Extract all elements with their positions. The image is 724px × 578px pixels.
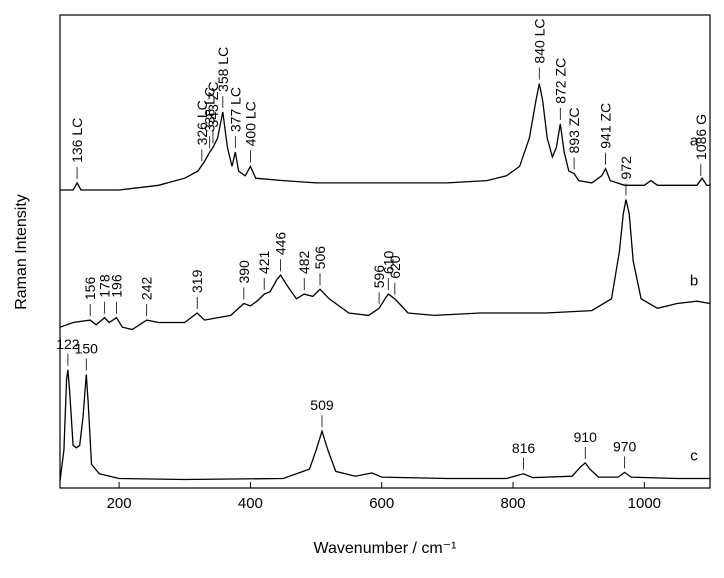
peak-label: 910 bbox=[574, 429, 598, 445]
peak-label: 596 bbox=[371, 265, 387, 289]
peak-label: 122 bbox=[56, 336, 80, 352]
peak-label: 326 LC bbox=[194, 100, 210, 145]
series-label: c bbox=[690, 448, 698, 465]
peak-label: 338 LC bbox=[202, 87, 218, 132]
spectrum-line bbox=[60, 83, 710, 191]
peak-label: 400 LC bbox=[242, 101, 258, 146]
peak-label: 390 bbox=[236, 260, 252, 284]
peak-label: 319 bbox=[189, 269, 205, 293]
peak-label: 941 ZC bbox=[598, 103, 614, 149]
peak-label: 1086 G bbox=[693, 114, 709, 160]
peak-label: 482 bbox=[296, 250, 312, 274]
peak-label: 242 bbox=[139, 277, 155, 301]
y-axis-label: Raman Intensity bbox=[13, 194, 30, 310]
peak-label: 446 bbox=[273, 232, 289, 256]
plot-frame bbox=[59, 14, 711, 489]
x-tick-label: 200 bbox=[107, 495, 132, 512]
spectrum-line bbox=[59, 369, 710, 481]
peak-label: 150 bbox=[75, 340, 99, 356]
peak-label: 178 bbox=[97, 274, 113, 298]
peak-label: 506 bbox=[312, 246, 328, 270]
peak-label: 196 bbox=[108, 274, 124, 298]
peak-label: 343 ZC bbox=[205, 82, 221, 128]
series-label: a bbox=[690, 132, 699, 149]
peak-label: 509 bbox=[310, 397, 334, 413]
peak-label: 136 LC bbox=[69, 118, 85, 163]
x-tick-label: 800 bbox=[501, 495, 526, 512]
peak-label: 620 bbox=[387, 255, 403, 279]
peak-label: 872 ZC bbox=[552, 58, 568, 104]
peak-label: 840 LC bbox=[531, 18, 547, 63]
peak-label: 358 LC bbox=[215, 47, 231, 92]
x-tick-label: 600 bbox=[369, 495, 394, 512]
peak-label: 377 LC bbox=[227, 87, 243, 132]
peak-label: 970 bbox=[613, 438, 637, 454]
spectrum-line bbox=[59, 199, 711, 331]
series-label: b bbox=[690, 273, 698, 290]
x-tick-label: 1000 bbox=[628, 495, 661, 512]
peak-label: 156 bbox=[82, 277, 98, 301]
peak-label: 421 bbox=[256, 250, 272, 274]
peak-label: 972 bbox=[618, 156, 634, 180]
x-axis-label: Wavenumber / cm⁻¹ bbox=[314, 540, 457, 557]
x-tick-label: 400 bbox=[238, 495, 263, 512]
peak-label: 816 bbox=[512, 440, 536, 456]
peak-label: 893 ZC bbox=[566, 108, 582, 154]
peak-label: 610 bbox=[380, 250, 396, 274]
